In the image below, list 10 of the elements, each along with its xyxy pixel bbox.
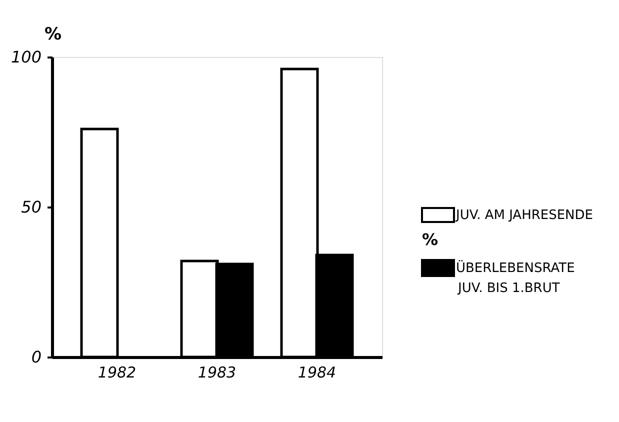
x-tick-label: 1983 (198, 364, 236, 382)
y-tick-label: 0 (31, 348, 42, 366)
y-tick-label: 100 (10, 48, 42, 66)
legend-label: JUV. AM JAHRESENDE (455, 208, 594, 223)
y-tick-label: 50 (21, 198, 42, 216)
text: % (422, 230, 438, 249)
x-tick-label: 1984 (298, 364, 336, 382)
y-axis-title: % (44, 24, 62, 44)
legend-label: ÜBERLEBENSRATE JUV. BIS 1.BRUT (456, 260, 575, 296)
x-tick-label: 1982 (98, 364, 136, 382)
